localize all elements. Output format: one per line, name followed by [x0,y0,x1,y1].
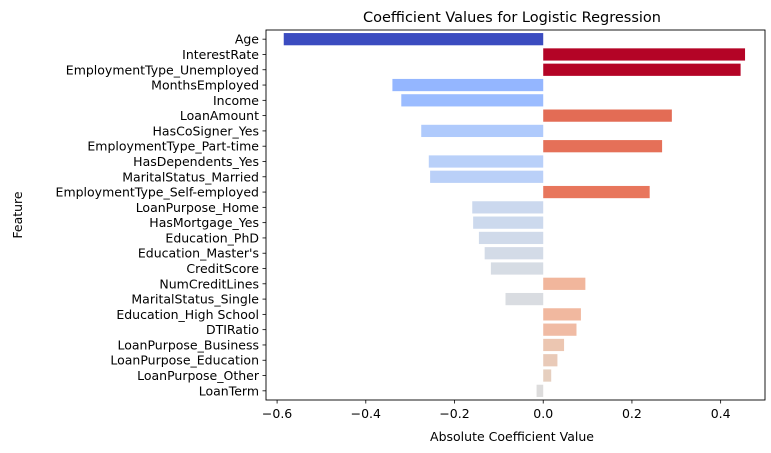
y-tick-label: HasMortgage_Yes [149,215,259,230]
bars-group [283,33,746,397]
y-tick-label: MonthsEmployed [151,78,259,93]
x-tick-label: −0.6 [262,406,292,421]
bar-2 [543,63,741,76]
bar-6 [421,124,544,138]
y-tick-label: LoanPurpose_Home [136,200,260,215]
bar-3 [392,78,544,92]
bar-15 [490,262,544,275]
y-tick-label: LoanPurpose_Other [137,368,260,383]
x-tick-label: 0.0 [533,406,553,421]
y-tick-label: LoanTerm [199,383,259,398]
x-axis-label: Absolute Coefficient Value [430,429,594,444]
x-tick-label: 0.2 [622,406,642,421]
bar-9 [430,170,544,183]
x-tick-label: −0.2 [439,406,469,421]
bar-8 [428,155,544,168]
bar-12 [473,216,544,229]
bar-22 [543,369,552,382]
bar-20 [543,338,565,352]
y-tick-label: Education_High School [116,307,259,322]
bar-1 [543,48,746,61]
y-tick-label: EmploymentType_Self-employed [56,185,259,200]
bar-7 [543,140,663,153]
bar-17 [505,292,544,306]
bar-19 [543,323,577,336]
bar-23 [536,384,544,397]
y-tick-label: MaritalStatus_Married [122,169,259,184]
bar-21 [543,354,558,367]
y-tick-label: EmploymentType_Unemployed [66,62,259,77]
y-tick-labels: AgeInterestRateEmploymentType_Unemployed… [56,32,266,398]
chart-title: Coefficient Values for Logistic Regressi… [363,10,661,26]
y-tick-label: Age [235,32,259,47]
y-tick-label: CreditScore [186,261,259,276]
bar-18 [543,308,581,321]
y-tick-label: LoanPurpose_Education [110,353,259,368]
bar-4 [401,94,544,107]
y-tick-label: Education_PhD [165,230,259,245]
bar-0 [283,33,544,46]
bar-16 [543,277,586,290]
bar-5 [543,109,672,122]
bar-13 [478,231,544,245]
y-tick-label: NumCreditLines [159,276,259,291]
y-tick-label: DTIRatio [206,322,259,337]
x-tick-label: −0.4 [351,406,381,421]
y-tick-label: InterestRate [182,47,259,62]
y-tick-label: HasCoSigner_Yes [153,123,259,138]
bar-11 [472,201,544,214]
bar-10 [543,185,650,199]
x-tick-label: 0.4 [711,406,731,421]
plot-frame [265,29,766,401]
y-tick-label: HasDependents_Yes [133,154,259,169]
y-tick-label: EmploymentType_Part-time [87,139,259,154]
y-tick-label: LoanAmount [180,108,259,123]
y-tick-label: Income [213,93,259,108]
y-tick-label: Education_Master's [138,246,259,261]
y-axis-label: Feature [10,191,25,239]
bar-14 [484,247,544,260]
y-tick-label: MaritalStatus_Single [131,292,259,307]
y-tick-label: LoanPurpose_Business [117,337,259,352]
x-ticks: −0.6 −0.4 −0.2 0.0 0.2 0.4 [262,400,731,421]
